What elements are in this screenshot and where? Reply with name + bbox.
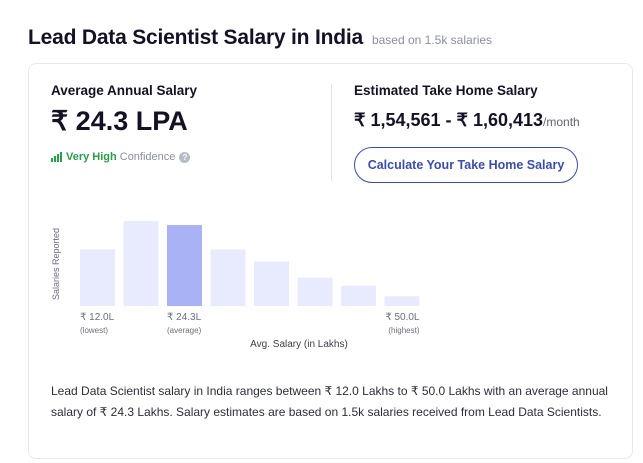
x-tick-note: (average) xyxy=(167,326,202,335)
x-tick-note: (highest) xyxy=(388,326,419,335)
salary-count-subtitle: based on 1.5k salaries xyxy=(371,33,493,47)
chart-bar xyxy=(80,249,115,306)
chart-bar xyxy=(297,277,333,306)
confidence-indicator: Very High Confidence ? xyxy=(51,151,191,163)
page-title: Lead Data Scientist Salary in India xyxy=(28,26,363,49)
signal-bars-icon xyxy=(51,152,62,162)
salary-distribution-chart: Salaries Reported ₹ 12.0L (lowest) ₹ 24.3L (… xyxy=(47,209,447,350)
help-icon[interactable]: ? xyxy=(179,151,191,163)
calculate-take-home-button[interactable]: Calculate Your Take Home Salary xyxy=(354,147,578,183)
chart-bar xyxy=(384,296,420,306)
page-header: Lead Data Scientist Salary in India base… xyxy=(28,26,492,50)
vertical-divider xyxy=(331,84,332,181)
x-tick-label: ₹ 12.0L xyxy=(80,312,115,323)
x-tick-label: ₹ 24.3L xyxy=(167,312,202,323)
confidence-label: Confidence xyxy=(119,151,176,163)
take-home-value: ₹ 1,54,561 - ₹ 1,60,413/month xyxy=(354,110,580,131)
x-tick-label: ₹ 50.0L xyxy=(385,312,420,323)
take-home-range: ₹ 1,54,561 - ₹ 1,60,413 xyxy=(354,110,544,130)
salary-card: Average Annual Salary ₹ 24.3 LPA Very Hi… xyxy=(28,63,633,459)
x-axis-label: Avg. Salary (in Lakhs) xyxy=(250,339,348,350)
y-axis-label: Salaries Reported xyxy=(51,228,61,300)
chart-bar xyxy=(167,225,202,306)
average-salary-value: ₹ 24.3 LPA xyxy=(51,106,188,136)
average-salary-label: Average Annual Salary xyxy=(51,83,198,98)
take-home-unit: /month xyxy=(543,115,580,129)
take-home-label: Estimated Take Home Salary xyxy=(354,83,538,98)
chart-bar xyxy=(123,221,159,306)
x-tick-note: (lowest) xyxy=(80,326,108,335)
chart-bar xyxy=(210,249,246,306)
salary-description: Lead Data Scientist salary in India rang… xyxy=(51,384,608,419)
confidence-level: Very High xyxy=(66,151,117,163)
chart-svg: Salaries Reported ₹ 12.0L (lowest) ₹ 24.3L (… xyxy=(51,221,420,350)
chart-bar xyxy=(254,261,289,306)
chart-bar xyxy=(341,285,376,306)
